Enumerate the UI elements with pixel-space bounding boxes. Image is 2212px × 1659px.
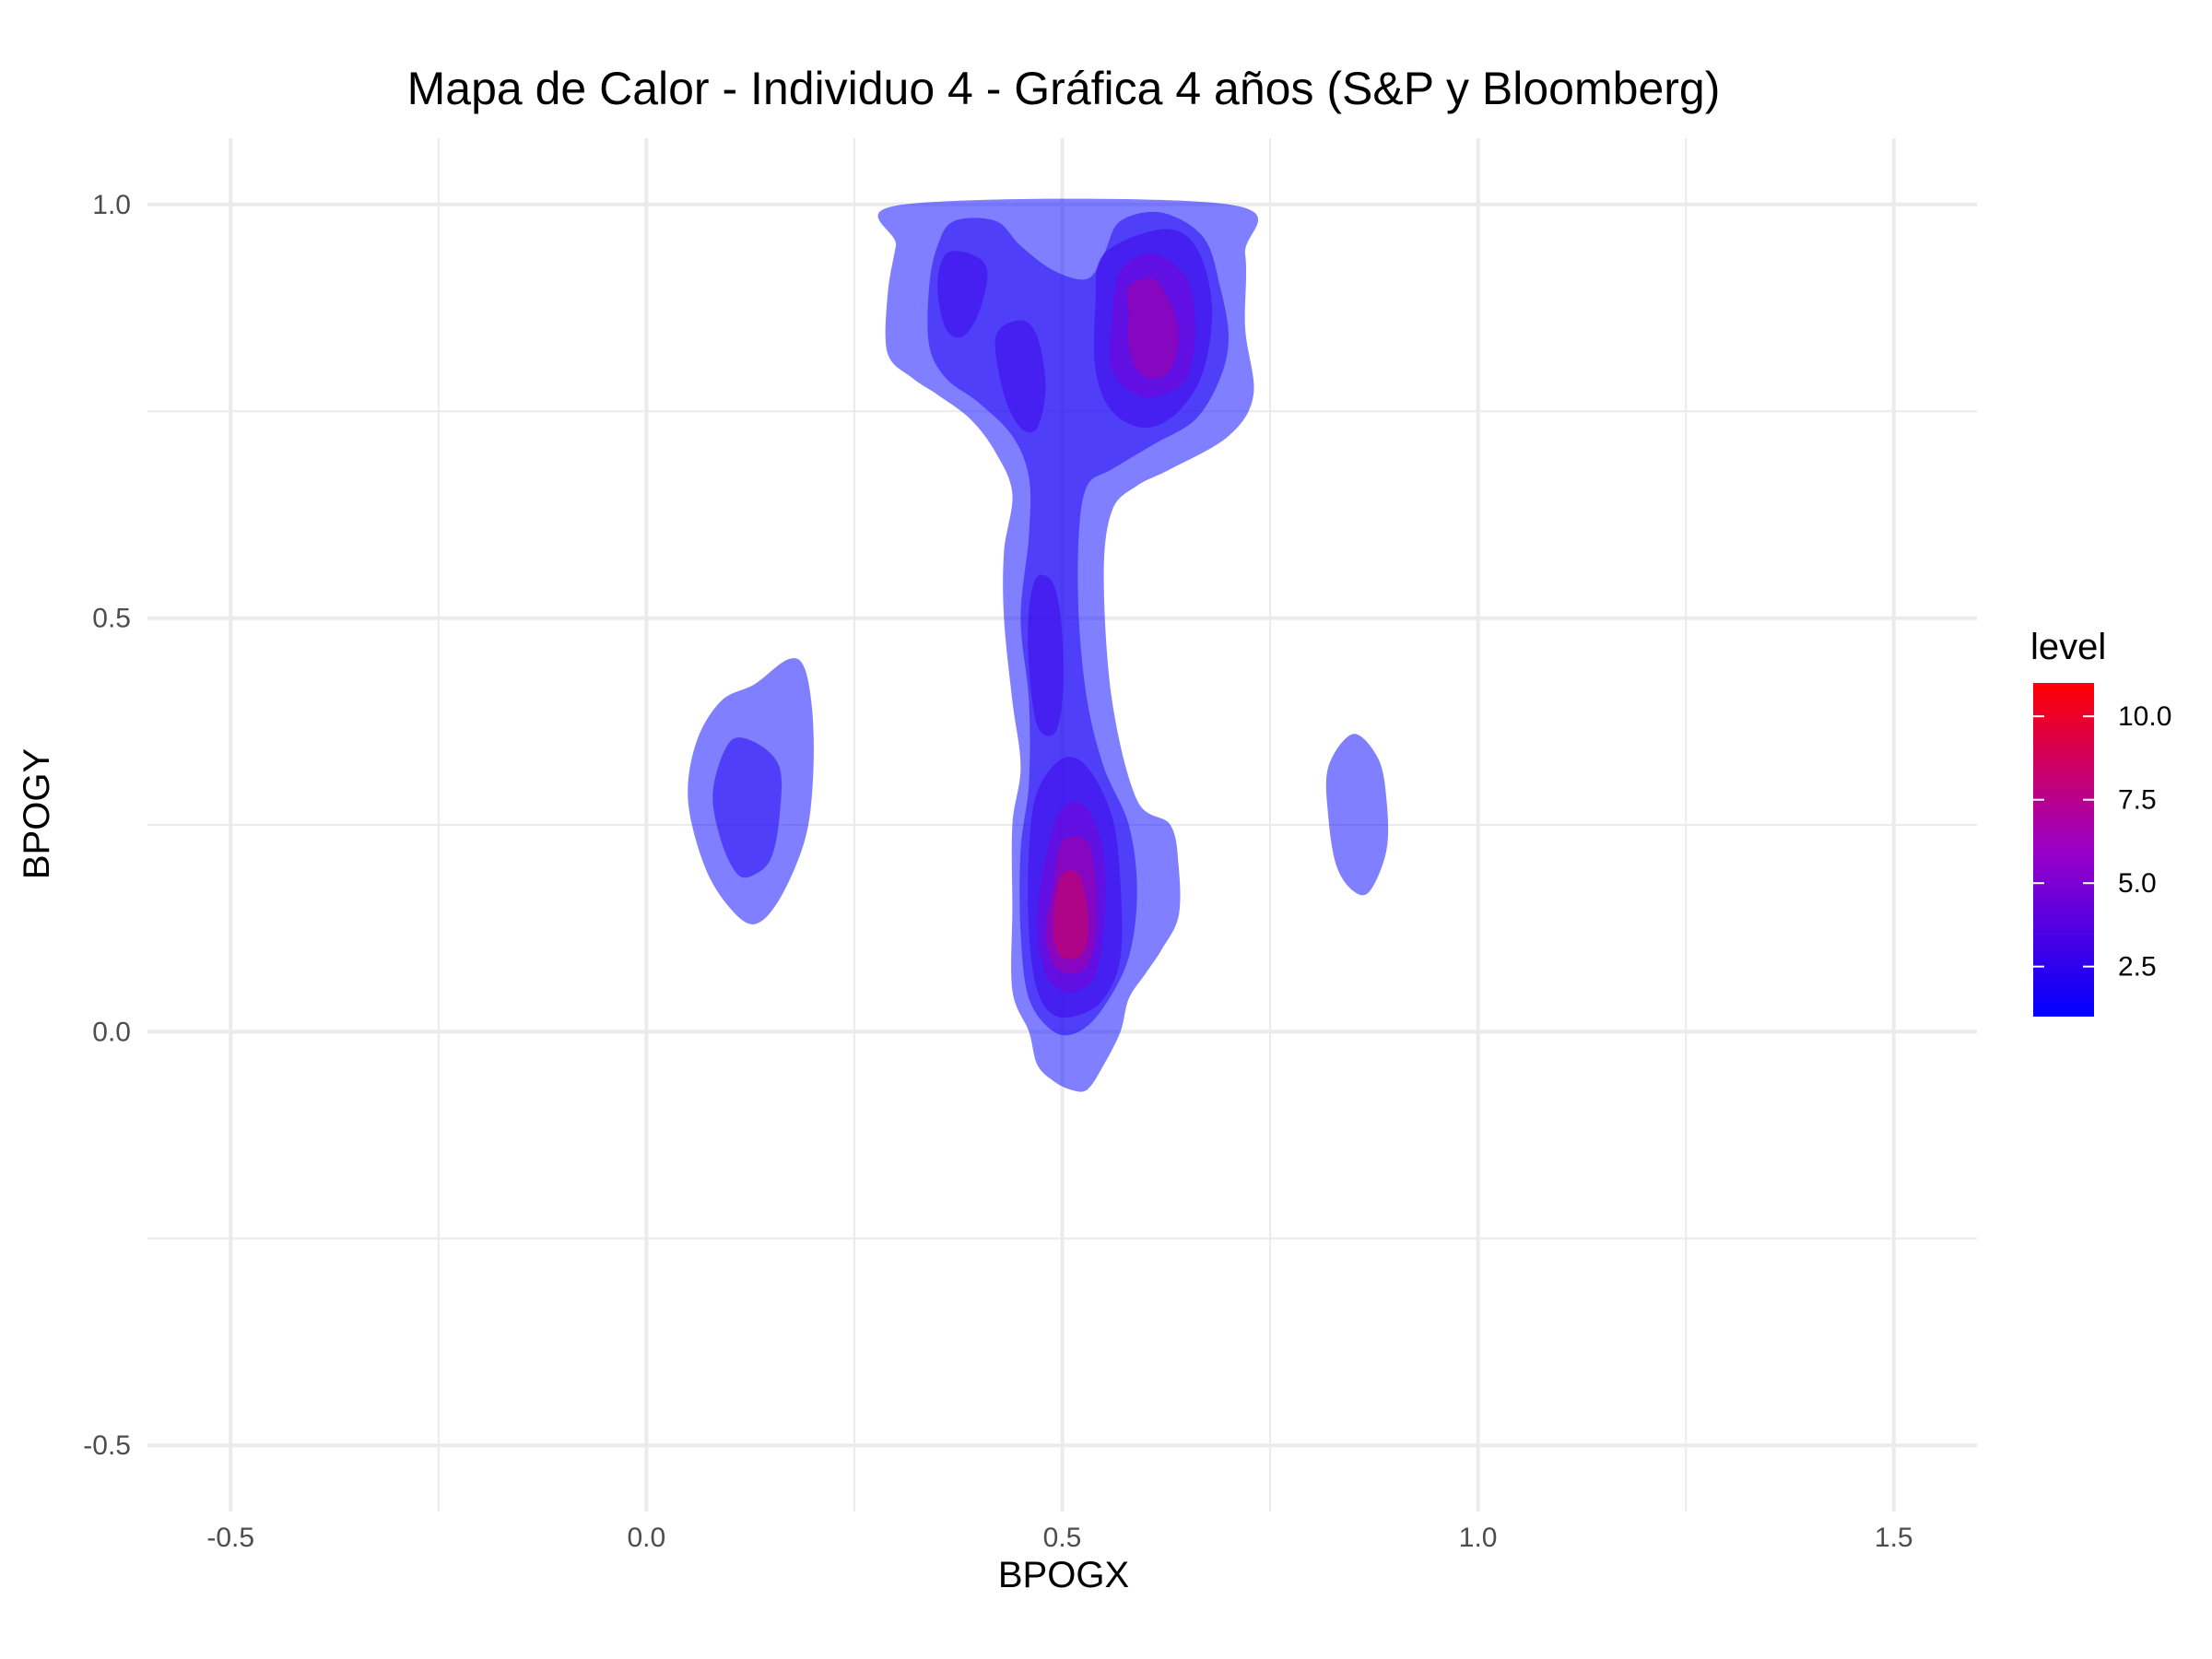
- x-tick-label: 1.0: [1459, 1523, 1498, 1553]
- legend-tick-label: 7.5: [2118, 785, 2157, 816]
- y-axis-title: BPOGY: [17, 748, 57, 879]
- chart-title: Mapa de Calor - Individuo 4 - Gráfica 4 …: [407, 63, 1721, 114]
- y-tick-label: 1.0: [92, 190, 131, 220]
- legend: level 2.5 5.0 7.5 10.0: [2030, 627, 2171, 1017]
- legend-title: level: [2030, 627, 2106, 667]
- density-contour-level-3: [937, 251, 988, 338]
- legend-tick-label: 10.0: [2118, 701, 2171, 732]
- legend-ticks: 2.5 5.0 7.5 10.0: [2033, 701, 2171, 982]
- y-axis-tick-labels: -0.5 0.0 0.5 1.0: [83, 190, 131, 1461]
- density-contours: [688, 198, 1389, 1092]
- density-contour-level-3: [1028, 574, 1064, 736]
- x-axis-title: BPOGX: [998, 1555, 1129, 1595]
- x-tick-label: 0.5: [1043, 1523, 1082, 1553]
- y-tick-label: -0.5: [83, 1430, 131, 1461]
- density-contour-level-3: [994, 320, 1046, 433]
- y-tick-label: 0.0: [92, 1017, 131, 1047]
- legend-tick-label: 5.0: [2118, 868, 2157, 899]
- density-contour-level-7: [1126, 277, 1179, 379]
- legend-tick-label: 2.5: [2118, 952, 2157, 982]
- x-tick-label: 1.5: [1875, 1523, 1913, 1553]
- density-contour-level-9: [1053, 870, 1088, 959]
- density-contour-level-2: [712, 737, 782, 878]
- x-axis-tick-labels: -0.5 0.0 0.5 1.0 1.5: [206, 1523, 1912, 1553]
- y-tick-label: 0.5: [92, 604, 131, 634]
- x-tick-label: 0.0: [628, 1523, 666, 1553]
- x-tick-label: -0.5: [206, 1523, 254, 1553]
- density-contour-level-1: [1325, 734, 1389, 896]
- legend-color-bar: [2033, 683, 2094, 1017]
